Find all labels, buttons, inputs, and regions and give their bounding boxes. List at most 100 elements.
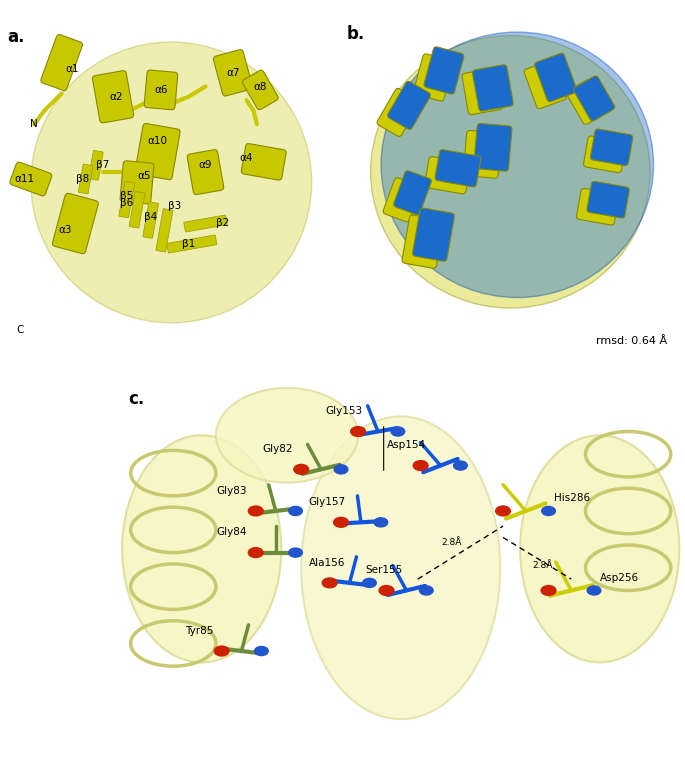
Ellipse shape [520, 435, 680, 662]
Circle shape [379, 586, 394, 595]
FancyBboxPatch shape [394, 171, 432, 215]
Text: Gly157: Gly157 [308, 497, 345, 507]
FancyBboxPatch shape [214, 50, 252, 96]
Text: His286: His286 [554, 494, 590, 503]
FancyBboxPatch shape [166, 235, 217, 253]
Text: α1: α1 [65, 64, 79, 74]
Text: N: N [30, 119, 38, 129]
Text: α3: α3 [58, 226, 72, 235]
Text: Asp256: Asp256 [600, 573, 639, 583]
Ellipse shape [371, 36, 650, 308]
Circle shape [496, 506, 510, 516]
Text: α10: α10 [147, 136, 168, 146]
FancyBboxPatch shape [92, 70, 134, 123]
Text: Gly84: Gly84 [216, 528, 247, 537]
FancyBboxPatch shape [474, 123, 512, 171]
Text: β4: β4 [144, 212, 158, 222]
Circle shape [351, 427, 366, 436]
Circle shape [288, 548, 302, 557]
Text: α7: α7 [226, 68, 240, 78]
FancyBboxPatch shape [462, 68, 503, 114]
FancyBboxPatch shape [88, 151, 103, 180]
Text: Ser155: Ser155 [365, 565, 402, 575]
Circle shape [249, 506, 263, 516]
FancyBboxPatch shape [41, 35, 82, 91]
FancyBboxPatch shape [135, 123, 180, 179]
FancyBboxPatch shape [187, 150, 224, 195]
Ellipse shape [31, 42, 312, 322]
Circle shape [362, 578, 376, 587]
Text: α2: α2 [110, 92, 123, 101]
FancyBboxPatch shape [414, 54, 453, 101]
Ellipse shape [216, 388, 358, 483]
FancyBboxPatch shape [463, 130, 501, 178]
Circle shape [374, 518, 388, 527]
FancyBboxPatch shape [584, 136, 626, 173]
Text: a.: a. [7, 28, 25, 46]
Text: Gly82: Gly82 [262, 444, 292, 454]
Text: Tyr85: Tyr85 [185, 626, 213, 636]
Text: C: C [17, 325, 24, 335]
Text: α8: α8 [253, 82, 267, 92]
Circle shape [334, 518, 349, 527]
Circle shape [419, 586, 433, 595]
FancyBboxPatch shape [412, 208, 454, 261]
FancyBboxPatch shape [566, 79, 608, 124]
Text: β1: β1 [182, 239, 195, 249]
FancyBboxPatch shape [535, 53, 577, 101]
FancyBboxPatch shape [129, 192, 145, 228]
FancyBboxPatch shape [242, 70, 278, 110]
Text: β8: β8 [75, 174, 89, 184]
Text: β5: β5 [120, 191, 134, 201]
FancyBboxPatch shape [53, 193, 98, 254]
Circle shape [249, 547, 263, 557]
Circle shape [288, 506, 302, 516]
FancyBboxPatch shape [241, 144, 286, 180]
Text: β6: β6 [120, 198, 134, 208]
FancyBboxPatch shape [156, 209, 173, 252]
FancyBboxPatch shape [473, 65, 513, 111]
FancyBboxPatch shape [78, 164, 93, 194]
Circle shape [587, 586, 601, 595]
Text: α9: α9 [199, 160, 212, 170]
Text: β2: β2 [216, 219, 229, 229]
Text: Gly83: Gly83 [216, 486, 247, 496]
Text: Ala156: Ala156 [309, 558, 345, 568]
Ellipse shape [301, 416, 500, 719]
Circle shape [294, 464, 309, 474]
Text: c.: c. [128, 390, 144, 408]
FancyBboxPatch shape [573, 76, 614, 121]
Circle shape [391, 427, 405, 436]
Circle shape [322, 578, 337, 587]
FancyBboxPatch shape [377, 89, 420, 136]
Text: Gly153: Gly153 [325, 407, 362, 416]
Text: b.: b. [346, 25, 364, 43]
Circle shape [413, 460, 428, 470]
Circle shape [334, 465, 348, 474]
FancyBboxPatch shape [425, 157, 471, 194]
Text: rmsd: 0.64 Å: rmsd: 0.64 Å [596, 336, 667, 347]
FancyBboxPatch shape [435, 150, 481, 187]
FancyBboxPatch shape [184, 215, 227, 232]
FancyBboxPatch shape [383, 178, 421, 222]
FancyBboxPatch shape [119, 181, 135, 218]
Text: α5: α5 [137, 170, 151, 181]
Ellipse shape [381, 32, 653, 298]
Circle shape [542, 506, 556, 516]
Ellipse shape [122, 435, 282, 662]
Text: β3: β3 [168, 201, 182, 211]
Text: α6: α6 [154, 85, 168, 95]
FancyBboxPatch shape [587, 182, 630, 218]
FancyBboxPatch shape [577, 188, 619, 225]
Circle shape [453, 461, 467, 470]
FancyBboxPatch shape [142, 202, 159, 238]
FancyBboxPatch shape [388, 81, 430, 129]
FancyBboxPatch shape [590, 129, 633, 166]
FancyBboxPatch shape [402, 215, 444, 268]
Text: β7: β7 [96, 160, 110, 170]
Text: α4: α4 [240, 154, 253, 164]
Circle shape [541, 586, 556, 595]
FancyBboxPatch shape [424, 47, 464, 94]
Text: Asp154: Asp154 [387, 441, 426, 450]
FancyBboxPatch shape [120, 160, 154, 204]
